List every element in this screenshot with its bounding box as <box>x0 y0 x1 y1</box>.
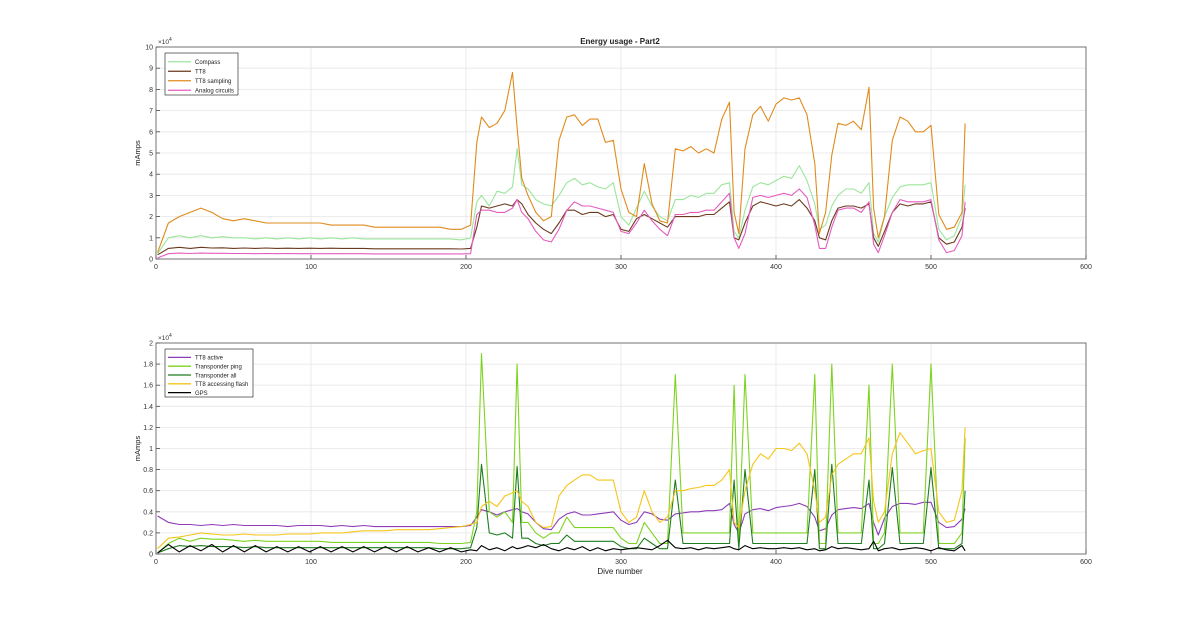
y-exponent-power: 4 <box>169 333 172 339</box>
x-tick-label: 600 <box>1080 264 1092 271</box>
legend-label: Transponder all <box>195 373 236 379</box>
x-tick-label: 200 <box>460 264 472 271</box>
x-tick-label: 300 <box>615 264 627 271</box>
series-line-tt8-sampling <box>157 71 966 253</box>
y-tick-label: 2 <box>149 214 153 221</box>
legend-label: TT8 <box>195 70 206 76</box>
y-tick-label: 9 <box>149 66 153 73</box>
legend: Compass TT8 TT8 sampling Analog circuits <box>164 52 239 96</box>
y-tick-label: 8 <box>149 87 153 94</box>
y-tick-label: 0 <box>149 552 153 559</box>
y-tick-label: 1.2 <box>143 425 153 432</box>
legend-label: TT8 accessing flash <box>195 382 248 388</box>
y-tick-label: 7 <box>149 108 153 115</box>
legend-label: GPS <box>195 391 208 397</box>
series-line-tt8 <box>157 199 966 256</box>
y-tick-label: 6 <box>149 129 153 136</box>
chart-title: Energy usage - Part2 <box>580 37 660 46</box>
series-group <box>157 353 966 554</box>
bottom-panel: 0 100 200 300 400 500 600 0 0.2 0.4 0.6 0.8 1 1.2 1.4 1… <box>133 333 1092 566</box>
y-tick-label: 0.6 <box>143 488 153 495</box>
top-panel: 0 100 200 300 400 500 600 0 1 2 3 4 5 6 7 8 9 10 ×104 mAmps… <box>133 37 1092 271</box>
y-tick-label: 0.4 <box>143 509 153 516</box>
legend-label: Transponder ping <box>195 365 242 371</box>
y-tick-label: 1 <box>149 235 153 242</box>
series-line-tt8-accessing-flash <box>157 427 966 550</box>
x-tick-label: 100 <box>305 264 317 271</box>
y-exponent-power: 4 <box>169 37 172 43</box>
legend-label: TT8 sampling <box>195 79 231 85</box>
x-tick-label: 100 <box>305 559 317 566</box>
y-tick-label: 5 <box>149 151 153 158</box>
y-tick-label: 1.4 <box>143 404 153 411</box>
legend: TT8 active Transponder ping Transponder al… <box>164 348 254 398</box>
y-axis-label: mAmps <box>133 140 142 166</box>
series-line-transponder-all <box>157 463 966 554</box>
series-line-analog-circuits <box>157 188 966 259</box>
y-tick-label: 4 <box>149 172 153 179</box>
series-line-gps <box>157 539 966 554</box>
y-tick-label: 10 <box>145 45 153 52</box>
series-group <box>157 71 966 259</box>
y-tick-label: 0.8 <box>143 467 153 474</box>
x-tick-label: 0 <box>154 559 158 566</box>
series-line-transponder-ping <box>157 353 966 554</box>
y-tick-label: 1.8 <box>143 362 153 369</box>
x-tick-label: 500 <box>925 559 937 566</box>
x-tick-label: 600 <box>1080 559 1092 566</box>
x-tick-label: 400 <box>770 559 782 566</box>
y-tick-label: 1.6 <box>143 383 153 390</box>
x-tick-label: 0 <box>154 264 158 271</box>
y-tick-label: 1 <box>149 446 153 453</box>
y-tick-label: 2 <box>149 341 153 348</box>
axes-frame <box>155 46 1087 260</box>
y-exponent-label: ×104 <box>158 37 172 46</box>
y-tick-label: 3 <box>149 193 153 200</box>
series-line-tt8-active <box>157 501 966 536</box>
y-tick-label: 0 <box>149 257 153 264</box>
axes-frame <box>155 342 1087 555</box>
x-tick-label: 200 <box>460 559 472 566</box>
y-tick-label: 0.2 <box>143 530 153 537</box>
x-tick-label: 400 <box>770 264 782 271</box>
legend-label: TT8 active <box>195 356 224 362</box>
y-exponent-label: ×104 <box>158 333 172 342</box>
x-tick-label: 500 <box>925 264 937 271</box>
legend-label: Analog circuits <box>195 89 234 95</box>
legend-box <box>164 52 239 96</box>
x-axis-label: Dive number <box>597 567 643 576</box>
x-tick-label: 300 <box>615 559 627 566</box>
legend-label: Compass <box>195 60 220 66</box>
series-line-compass <box>157 148 966 255</box>
y-axis-label: mAmps <box>133 436 142 462</box>
